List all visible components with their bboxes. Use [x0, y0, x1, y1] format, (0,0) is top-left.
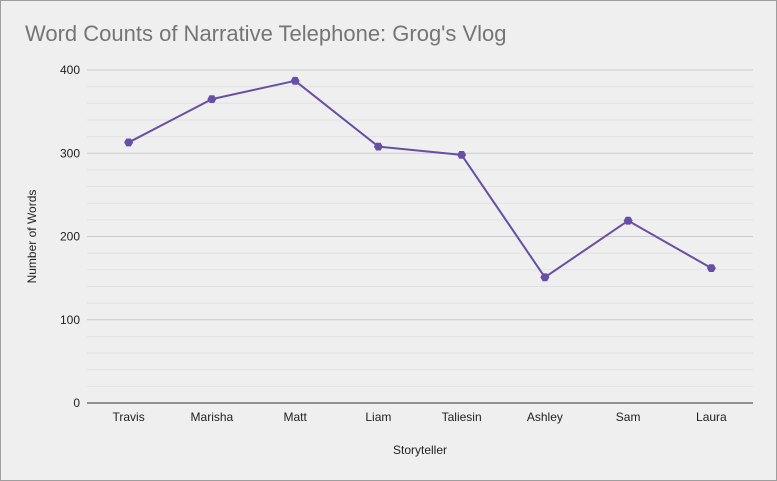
series-line — [128, 79, 712, 279]
data-point-marker — [706, 264, 716, 273]
major-gridlines — [87, 69, 753, 404]
x-tick-label: Ashley — [527, 410, 563, 424]
y-axis-ticks: 0 100 200 300 400 — [60, 63, 80, 410]
data-point-marker — [124, 138, 134, 147]
data-point-marker — [540, 273, 550, 282]
y-tick-label: 300 — [60, 146, 80, 160]
data-point-marker — [207, 95, 217, 104]
y-tick-label: 100 — [60, 313, 80, 327]
x-axis-label: Storyteller — [393, 443, 447, 457]
data-point-marker — [623, 216, 633, 225]
x-tick-label: Liam — [365, 410, 391, 424]
x-tick-label: Taliesin — [442, 410, 482, 424]
minor-gridlines — [87, 86, 753, 387]
x-tick-label: Matt — [283, 410, 307, 424]
x-tick-label: Travis — [113, 410, 145, 424]
y-axis-label: Number of Words — [25, 190, 39, 284]
x-axis-ticks: Travis Marisha Matt Liam Taliesin Ashley Sam La… — [113, 410, 728, 424]
y-tick-label: 400 — [60, 63, 80, 77]
x-tick-label: Sam — [616, 410, 641, 424]
data-point-marker — [373, 142, 383, 151]
series-group — [124, 76, 716, 282]
chart-title: Word Counts of Narrative Telephone: Grog… — [25, 21, 507, 46]
y-tick-label: 0 — [73, 396, 80, 410]
data-point-marker — [457, 151, 467, 159]
x-tick-label: Laura — [696, 410, 727, 424]
x-tick-label: Marisha — [191, 410, 234, 424]
y-tick-label: 200 — [60, 230, 80, 244]
data-point-marker — [290, 76, 300, 85]
